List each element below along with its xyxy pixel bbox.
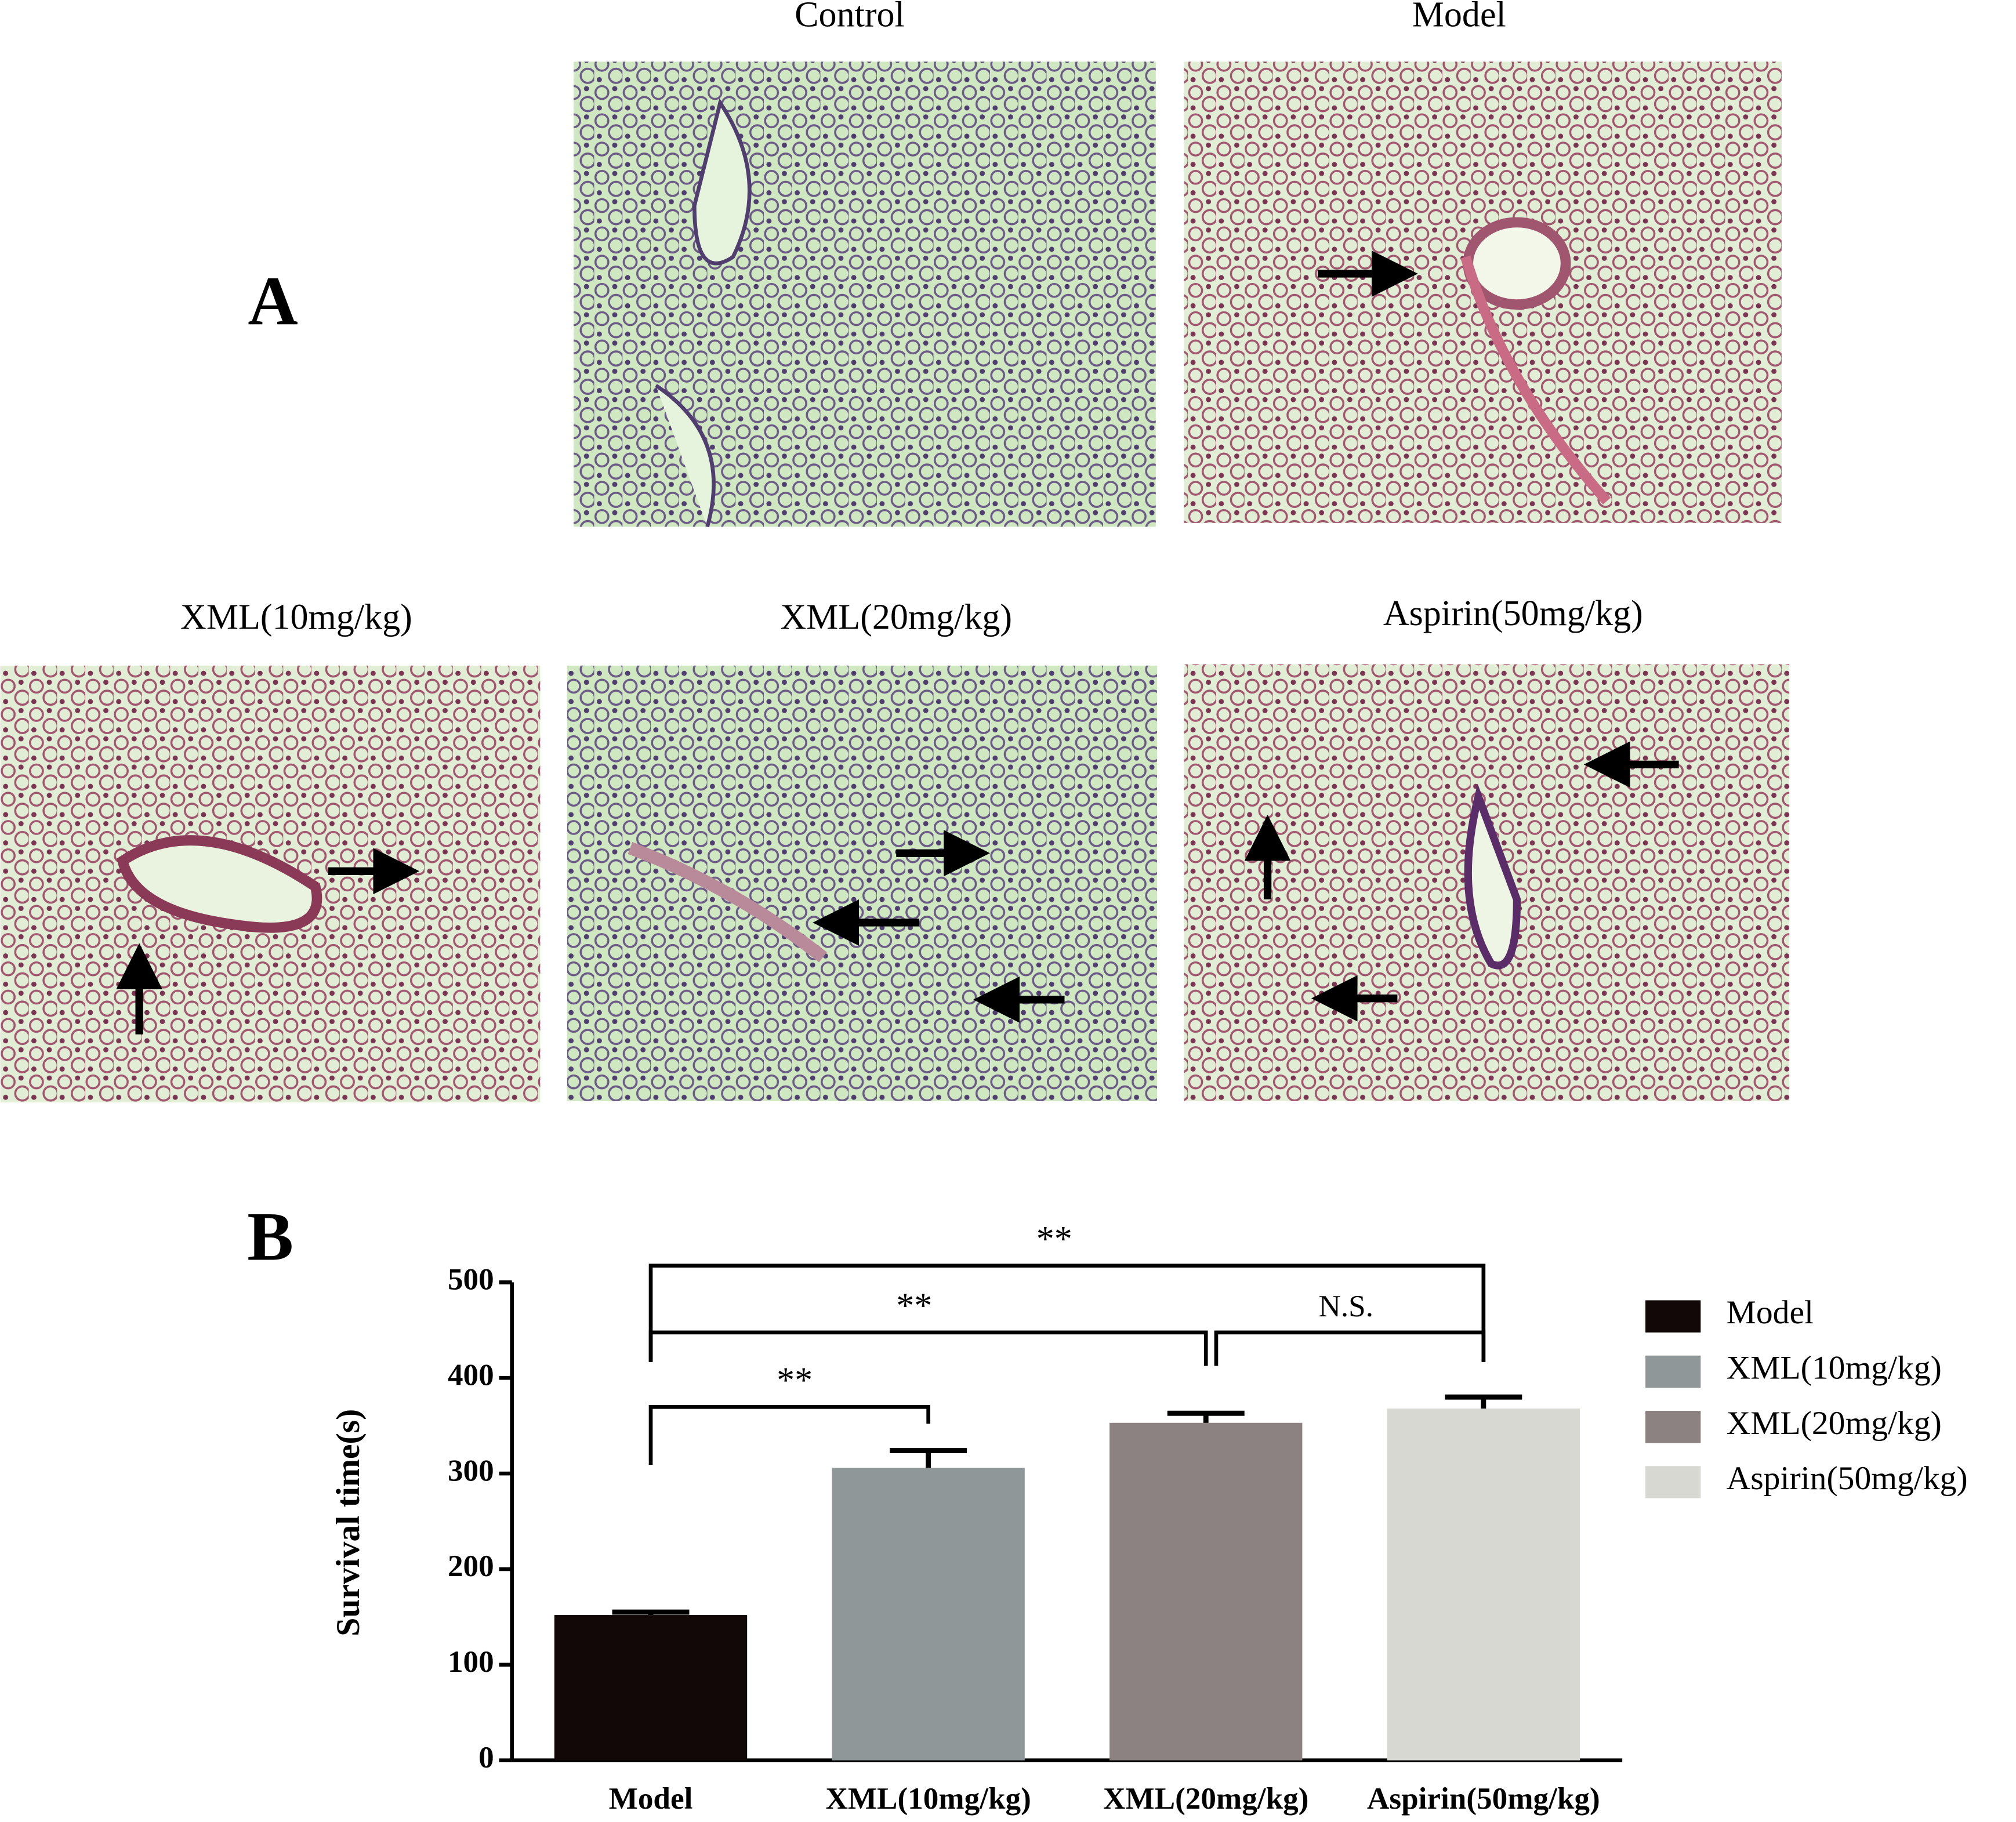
significance-bracket (1214, 1330, 1486, 1366)
image-label: Aspirin(50mg/kg) (1383, 594, 1643, 633)
significance-label: ** (777, 1361, 813, 1400)
significance-label: ** (1036, 1219, 1072, 1259)
micrograph (1184, 664, 1790, 1101)
significance-label: N.S. (1318, 1289, 1373, 1323)
significance-bracket (648, 1330, 1208, 1366)
y-tick-label: 0 (478, 1740, 494, 1774)
bar (554, 1615, 748, 1761)
error-bar (612, 1609, 690, 1616)
y-tick-label: 200 (448, 1549, 494, 1583)
y-tick-label: 300 (448, 1453, 494, 1487)
error-bar (1167, 1410, 1245, 1423)
legend-swatch (1645, 1466, 1701, 1498)
legend-swatch (1645, 1300, 1701, 1333)
image-label: XML(10mg/kg) (180, 597, 412, 637)
bar (832, 1468, 1025, 1761)
significance-label: ** (896, 1286, 932, 1326)
legend-label: XML(20mg/kg) (1727, 1405, 1942, 1442)
legend-label: XML(10mg/kg) (1727, 1349, 1942, 1386)
image-label: Control (795, 0, 905, 34)
x-tick-label: Aspirin(50mg/kg) (1367, 1781, 1600, 1816)
micrograph (574, 61, 1156, 528)
legend-swatch (1645, 1355, 1701, 1388)
panel-label: B (247, 1197, 293, 1275)
error-bar (1445, 1394, 1522, 1409)
y-tick-label: 400 (448, 1358, 494, 1392)
panel-label: A (248, 262, 298, 339)
significance-bracket (648, 1264, 1486, 1362)
bar (1109, 1422, 1303, 1761)
legend-swatch (1645, 1410, 1701, 1443)
image-label: Model (1412, 0, 1506, 34)
micrograph (0, 665, 541, 1103)
significance-bracket (648, 1404, 930, 1465)
legend-label: Aspirin(50mg/kg) (1727, 1460, 1968, 1497)
y-axis-label: Survival time(s) (330, 1409, 367, 1636)
legend-label: Model (1727, 1294, 1814, 1331)
micrograph (567, 665, 1158, 1101)
image-label: XML(20mg/kg) (780, 597, 1012, 637)
x-tick-label: XML(20mg/kg) (1103, 1781, 1308, 1816)
y-tick-label: 100 (448, 1645, 494, 1679)
error-bar (890, 1448, 967, 1468)
x-tick-label: Model (609, 1781, 693, 1816)
micrograph (1184, 61, 1782, 523)
x-tick-label: XML(10mg/kg) (825, 1781, 1031, 1816)
y-tick-label: 500 (448, 1262, 494, 1297)
bar (1387, 1408, 1580, 1761)
